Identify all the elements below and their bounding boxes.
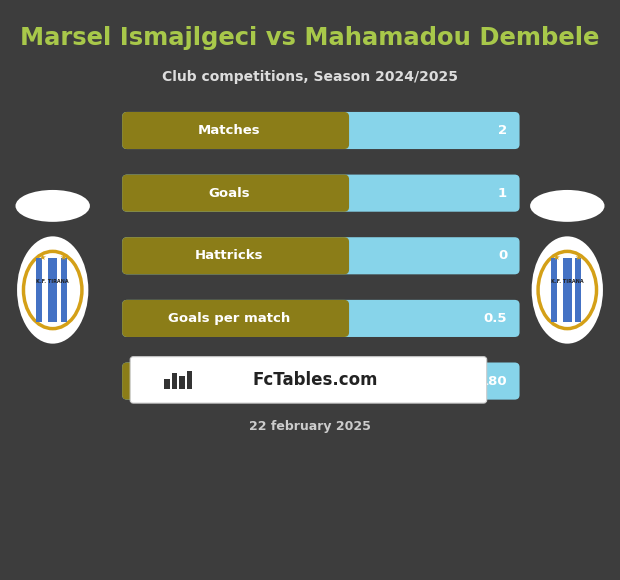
FancyBboxPatch shape	[122, 175, 349, 212]
Text: K.F. TIRANA: K.F. TIRANA	[551, 279, 583, 284]
Text: ★: ★	[574, 253, 582, 262]
FancyBboxPatch shape	[130, 357, 487, 403]
FancyBboxPatch shape	[122, 237, 349, 274]
Bar	[551, 258, 557, 322]
Bar	[172, 373, 177, 389]
FancyBboxPatch shape	[122, 300, 349, 337]
Bar	[37, 258, 42, 322]
Text: 0: 0	[498, 249, 507, 262]
Text: Goals per match: Goals per match	[168, 312, 290, 325]
Text: 0.5: 0.5	[484, 312, 507, 325]
Text: 22 february 2025: 22 february 2025	[249, 420, 371, 433]
Text: 180: 180	[479, 375, 507, 387]
Text: Marsel Ismajlgeci vs Mahamadou Dembele: Marsel Ismajlgeci vs Mahamadou Dembele	[20, 26, 600, 50]
Bar	[179, 376, 185, 389]
Text: ★: ★	[553, 253, 560, 262]
FancyBboxPatch shape	[122, 237, 520, 274]
Text: ★: ★	[60, 253, 67, 262]
Text: FcTables.com: FcTables.com	[253, 371, 378, 389]
Text: Hattricks: Hattricks	[195, 249, 264, 262]
FancyBboxPatch shape	[122, 362, 349, 400]
FancyBboxPatch shape	[122, 112, 520, 149]
Bar	[563, 258, 572, 322]
FancyBboxPatch shape	[122, 112, 349, 149]
FancyBboxPatch shape	[122, 362, 520, 400]
Text: 2: 2	[498, 124, 507, 137]
Ellipse shape	[16, 190, 90, 222]
Text: K.F. TIRANA: K.F. TIRANA	[37, 279, 69, 284]
FancyBboxPatch shape	[122, 300, 520, 337]
Text: Goals: Goals	[208, 187, 250, 200]
Bar	[164, 379, 170, 389]
Ellipse shape	[530, 190, 604, 222]
Bar	[61, 258, 66, 322]
Text: Matches: Matches	[198, 124, 260, 137]
Bar	[187, 371, 192, 389]
Text: ★: ★	[38, 253, 46, 262]
Ellipse shape	[17, 237, 89, 343]
Text: 1: 1	[498, 187, 507, 200]
Text: Min per goal: Min per goal	[182, 375, 276, 387]
Ellipse shape	[532, 237, 603, 343]
Bar	[575, 258, 581, 322]
Bar	[48, 258, 57, 322]
Text: Club competitions, Season 2024/2025: Club competitions, Season 2024/2025	[162, 70, 458, 84]
FancyBboxPatch shape	[122, 175, 520, 212]
